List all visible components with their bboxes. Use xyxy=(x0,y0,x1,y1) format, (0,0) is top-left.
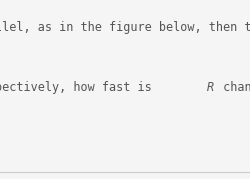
Text: R: R xyxy=(206,81,214,94)
Text: llel, as in the figure below, then the total resistance R, measured in ohm: llel, as in the figure below, then the t… xyxy=(0,21,250,35)
Text: changing when: changing when xyxy=(216,81,250,94)
Text: pectively, how fast is: pectively, how fast is xyxy=(0,81,159,94)
